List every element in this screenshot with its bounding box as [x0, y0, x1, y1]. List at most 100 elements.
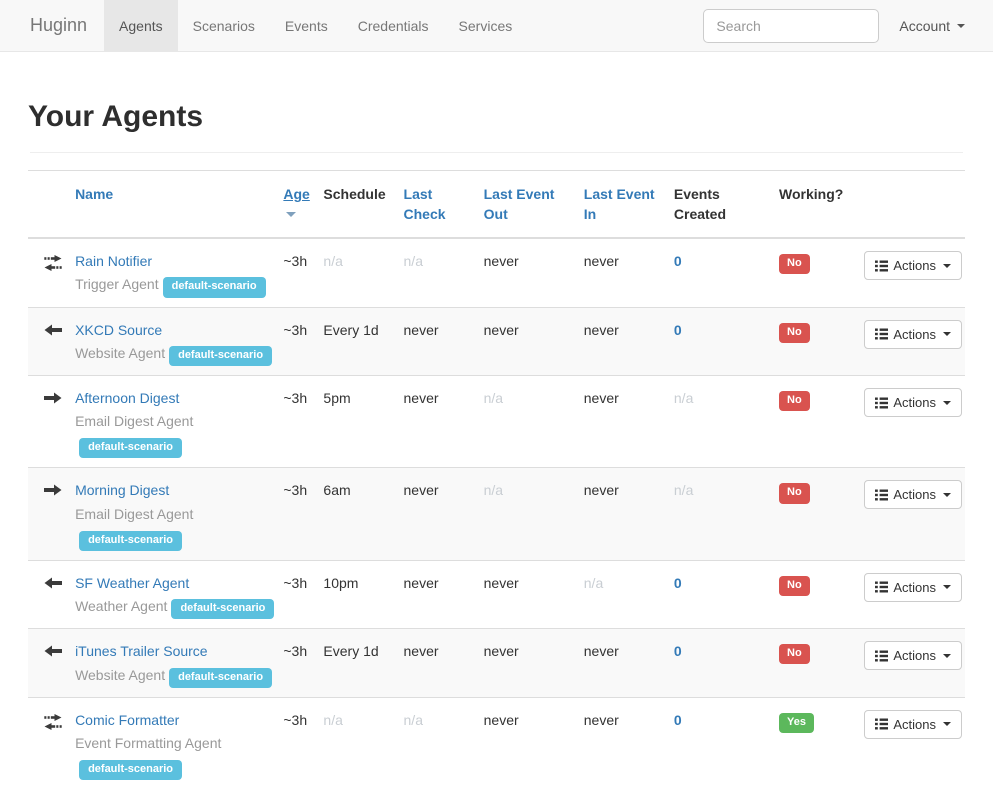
page-title: Your Agents: [28, 100, 204, 133]
list-icon: [875, 581, 889, 593]
agent-name-link[interactable]: Morning Digest: [75, 482, 170, 499]
agent-name-link[interactable]: XKCD Source: [75, 321, 163, 338]
scenario-badge[interactable]: default-scenario: [162, 277, 266, 298]
exchange-icon: [44, 255, 62, 272]
account-label: Account: [899, 17, 950, 34]
actions-label: Actions: [893, 648, 936, 664]
last-check-value: never: [403, 321, 439, 338]
scenario-badge[interactable]: default-scenario: [169, 667, 273, 688]
main-content: Your Agents Name Age Schedule Last Check…: [0, 100, 993, 789]
last-event-out-value: n/a: [483, 390, 504, 407]
actions-column-header: [864, 170, 965, 240]
schedule-value: 10pm: [323, 574, 359, 591]
scenario-badge[interactable]: default-scenario: [79, 438, 183, 459]
working-badge: No: [779, 391, 810, 412]
age-value: ~3h: [283, 482, 308, 499]
sort-by-last-check[interactable]: Last Check: [403, 186, 446, 222]
actions-button[interactable]: Actions: [864, 388, 962, 418]
working-badge: No: [779, 254, 810, 275]
actions-label: Actions: [893, 716, 936, 732]
age-value: ~3h: [283, 711, 308, 728]
actions-button[interactable]: Actions: [864, 572, 962, 602]
events-created-link[interactable]: 0: [673, 711, 682, 728]
agent-type-label: Email Digest Agent: [75, 505, 194, 522]
actions-button[interactable]: Actions: [864, 709, 962, 739]
sort-by-name[interactable]: Name: [75, 186, 114, 202]
list-icon: [875, 397, 889, 409]
schedule-value: 5pm: [323, 390, 351, 407]
actions-button[interactable]: Actions: [864, 480, 962, 510]
arrow-left-icon: [44, 645, 62, 657]
schedule-value: n/a: [323, 253, 343, 270]
account-dropdown[interactable]: Account: [879, 18, 980, 34]
agent-type-label: Trigger Agent: [75, 276, 159, 293]
schedule-value: n/a: [323, 711, 343, 728]
brand[interactable]: Huginn: [30, 15, 88, 35]
last-check-value: never: [403, 390, 439, 407]
agent-flow-icon: [44, 324, 62, 336]
table-row: Comic Formatter Event Formatting Agent de…: [28, 696, 965, 789]
events-created-link[interactable]: 0: [673, 643, 682, 660]
search-input[interactable]: [703, 8, 880, 43]
navbar-right: Account: [703, 0, 993, 51]
agent-name-link[interactable]: Comic Formatter: [75, 711, 180, 728]
arrow-right-icon: [44, 484, 62, 496]
last-event-out-value: never: [483, 711, 519, 728]
age-value: ~3h: [283, 321, 308, 338]
actions-button[interactable]: Actions: [864, 641, 962, 671]
chevron-down-icon: [943, 400, 951, 405]
scenario-badge[interactable]: default-scenario: [79, 530, 183, 551]
schedule-value: Every 1d: [323, 643, 379, 660]
tab-credentials[interactable]: Credentials: [357, 17, 429, 34]
divider: [30, 152, 963, 153]
main-nav: Agents Scenarios Events Credentials Serv…: [104, 0, 527, 51]
actions-label: Actions: [893, 395, 936, 411]
list-icon: [875, 489, 889, 501]
tab-events[interactable]: Events: [284, 17, 328, 34]
last-event-out-value: never: [483, 253, 519, 270]
tab-scenarios[interactable]: Scenarios: [192, 17, 255, 34]
chevron-down-icon: [943, 263, 951, 268]
last-event-in-value: never: [583, 253, 619, 270]
icon-column-header: [28, 170, 76, 240]
working-badge: Yes: [779, 712, 814, 733]
agent-flow-icon: [44, 713, 62, 730]
schedule-header: Schedule: [323, 186, 386, 202]
sort-desc-icon: [286, 212, 297, 218]
last-event-in-value: n/a: [583, 574, 604, 591]
events-created-value: n/a: [673, 482, 694, 499]
table-row: Afternoon Digest Email Digest Agent defau…: [28, 375, 965, 468]
agent-name-link[interactable]: iTunes Trailer Source: [75, 643, 208, 660]
agent-flow-icon: [44, 255, 62, 272]
chevron-down-icon: [943, 332, 951, 337]
scenario-badge[interactable]: default-scenario: [169, 345, 273, 367]
scenario-badge[interactable]: default-scenario: [171, 599, 275, 620]
table-header-row: Name Age Schedule Last Check Last Event …: [28, 170, 965, 240]
sort-by-last-event-in[interactable]: Last Event In: [583, 186, 655, 222]
events-created-header: Events Created: [673, 186, 727, 222]
events-created-link[interactable]: 0: [673, 321, 682, 338]
agent-flow-icon: [44, 392, 62, 404]
tab-services[interactable]: Services: [458, 17, 513, 34]
last-check-value: never: [403, 643, 439, 660]
table-row: SF Weather Agent Weather Agent default-sc…: [28, 559, 965, 629]
scenario-badge[interactable]: default-scenario: [79, 759, 183, 780]
agent-name-link[interactable]: Rain Notifier: [75, 253, 153, 270]
events-created-link[interactable]: 0: [673, 574, 682, 591]
sort-by-age[interactable]: Age: [283, 186, 310, 202]
last-event-out-value: n/a: [483, 482, 504, 499]
actions-button[interactable]: Actions: [864, 319, 962, 349]
agent-name-link[interactable]: SF Weather Agent: [75, 574, 190, 591]
chevron-down-icon: [943, 492, 951, 497]
chevron-down-icon: [943, 722, 951, 727]
tab-agents[interactable]: Agents: [104, 0, 178, 51]
arrow-left-icon: [44, 577, 62, 589]
table-row: Morning Digest Email Digest Agent default…: [28, 467, 965, 561]
sort-by-last-event-out[interactable]: Last Event Out: [483, 186, 555, 222]
table-row: iTunes Trailer Source Website Agent defau…: [28, 628, 965, 698]
actions-label: Actions: [893, 579, 936, 595]
last-check-value: n/a: [403, 711, 423, 728]
events-created-link[interactable]: 0: [673, 253, 682, 270]
agent-name-link[interactable]: Afternoon Digest: [75, 390, 180, 407]
actions-button[interactable]: Actions: [864, 251, 962, 281]
